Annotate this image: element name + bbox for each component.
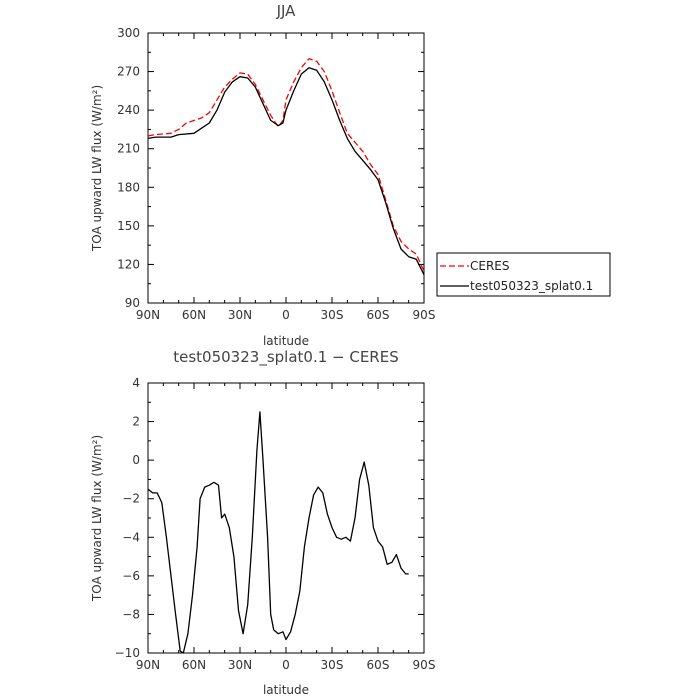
- y-tick-label: 180: [117, 180, 140, 194]
- x-tick-label: 90N: [136, 658, 160, 672]
- x-tick-label: 0: [282, 658, 290, 672]
- y-tick-label: −8: [122, 607, 140, 621]
- y-tick-label: 120: [117, 257, 140, 271]
- bottom-panel: test050323_splat0.1 − CERES 90N 60N 30N 0 30…: [90, 348, 435, 697]
- x-tick-label: 60N: [182, 308, 206, 322]
- x-tick-label: 60N: [182, 658, 206, 672]
- y-tick-label: 300: [117, 26, 140, 40]
- x-tick-label: 0: [282, 308, 290, 322]
- y-tick-label: −10: [115, 646, 140, 660]
- y-tick-label: −2: [122, 492, 140, 506]
- series-line-difference: [147, 411, 409, 654]
- top-panel-series: [147, 58, 425, 275]
- x-tick-label: 30S: [321, 308, 344, 322]
- x-tick-label: 60S: [367, 308, 390, 322]
- y-tick-label: 150: [117, 219, 140, 233]
- y-tick-label: 270: [117, 65, 140, 79]
- x-tick-label: 60S: [367, 658, 390, 672]
- top-panel-xlabel: latitude: [263, 334, 309, 348]
- bottom-panel-title: test050323_splat0.1 − CERES: [173, 348, 398, 367]
- legend-frame: [436, 252, 611, 297]
- y-tick-label: 210: [117, 142, 140, 156]
- top-panel-ticks: 90N 60N 30N 0 30S 60S 90S 90 120 150 180 210 240 270 3…: [117, 26, 435, 322]
- bottom-panel-ticks: 90N 60N 30N 0 30S 60S 90S −10 −8 −6 −4 −2 0 2 4: [115, 376, 436, 672]
- y-tick-label: 4: [132, 376, 140, 390]
- bottom-panel-frame: [147, 382, 425, 654]
- y-tick-label: 240: [117, 103, 140, 117]
- legend: CERES test050323_splat0.1: [436, 252, 611, 297]
- x-tick-label: 30N: [228, 658, 252, 672]
- x-tick-label: 90S: [413, 308, 436, 322]
- y-tick-label: 90: [125, 296, 140, 310]
- legend-label-ceres: CERES: [470, 259, 510, 273]
- legend-label-model: test050323_splat0.1: [470, 279, 593, 293]
- top-panel-ylabel: TOA upward LW flux (W/m²): [90, 85, 104, 252]
- series-line-model: [147, 67, 425, 275]
- top-panel: JJA 90N 60N 30N 0 30S 60S 90S 90 120 150 180 210 240…: [90, 2, 435, 348]
- y-tick-label: 0: [132, 453, 140, 467]
- x-tick-label: 30N: [228, 308, 252, 322]
- bottom-panel-xlabel: latitude: [263, 683, 309, 697]
- x-tick-label: 90N: [136, 308, 160, 322]
- x-tick-label: 30S: [321, 658, 344, 672]
- y-tick-label: 2: [132, 415, 140, 429]
- bottom-panel-series: [147, 411, 409, 654]
- x-tick-label: 90S: [413, 658, 436, 672]
- top-panel-title: JJA: [276, 2, 297, 20]
- top-panel-frame: [147, 32, 425, 304]
- y-tick-label: −4: [122, 530, 140, 544]
- series-line-ceres: [147, 58, 425, 272]
- y-tick-label: −6: [122, 569, 140, 583]
- bottom-panel-ylabel: TOA upward LW flux (W/m²): [90, 435, 104, 602]
